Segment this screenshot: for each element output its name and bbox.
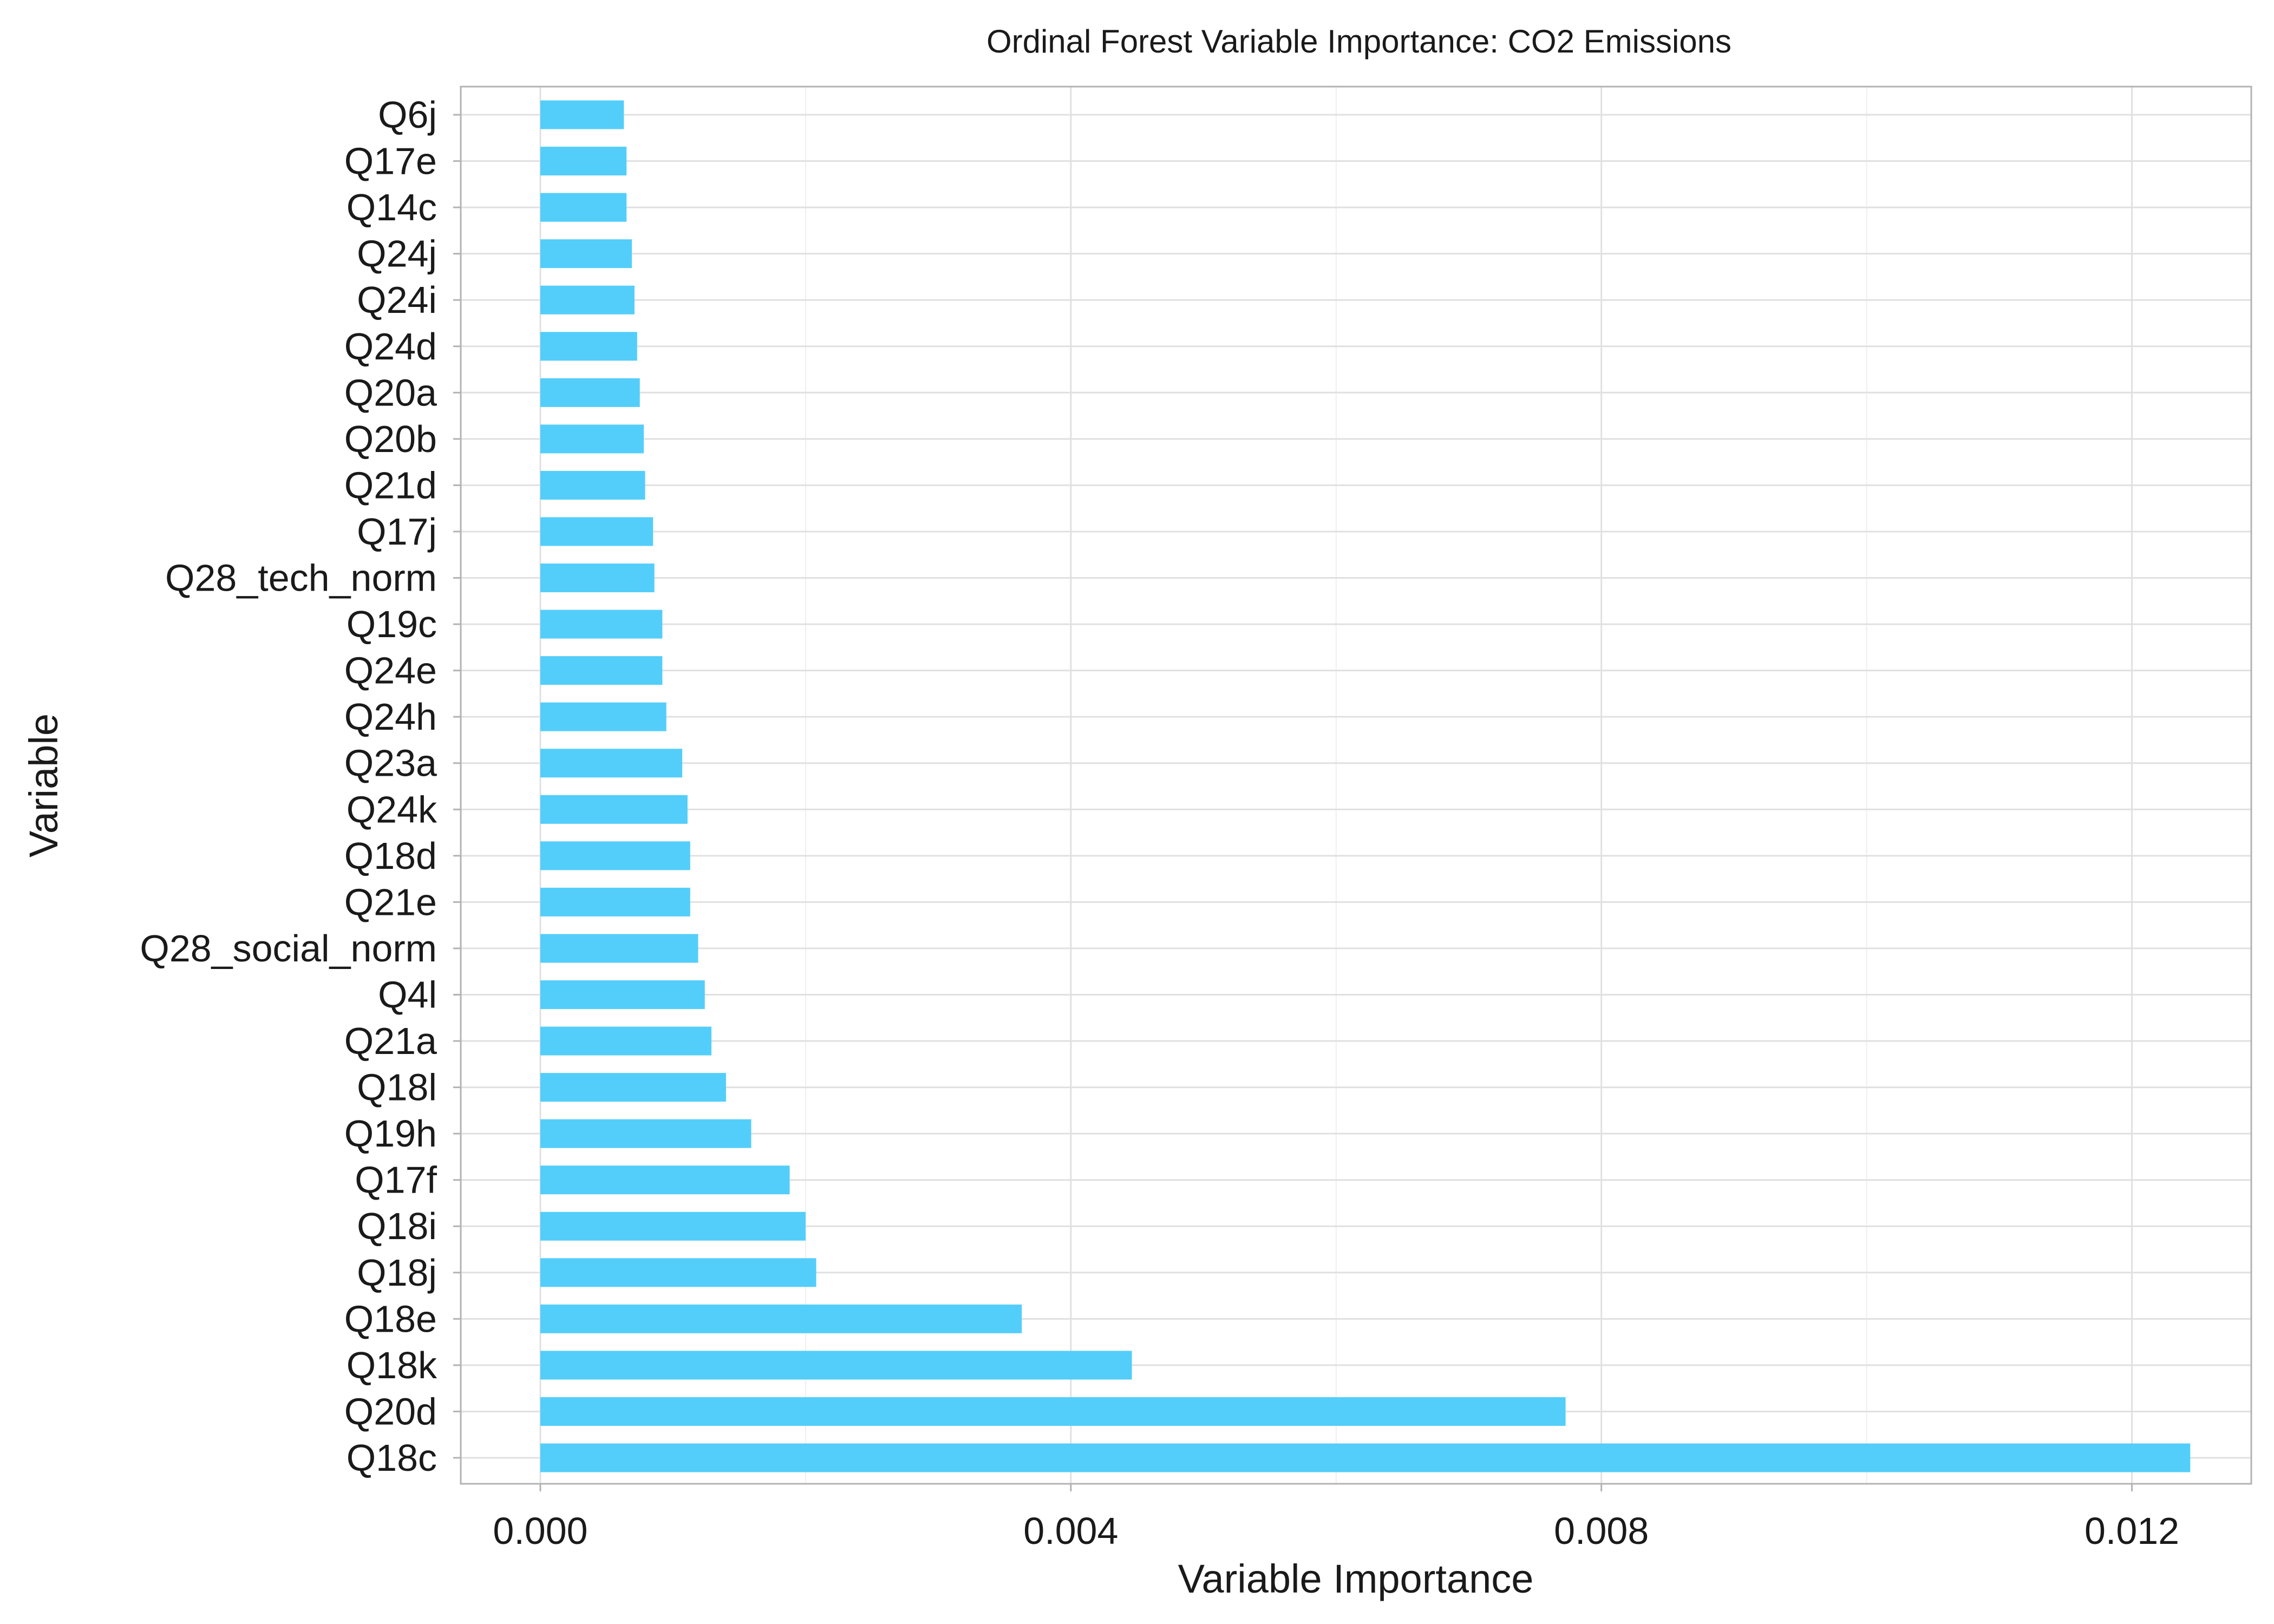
y-tick-label: Q18c — [347, 1437, 437, 1479]
y-tick-label: Q20b — [344, 418, 437, 460]
y-tick-label: Q20d — [344, 1390, 437, 1432]
y-tick-label: Q18j — [357, 1252, 437, 1294]
bars — [540, 100, 2191, 1472]
y-tick-label: Q17f — [355, 1159, 437, 1201]
y-tick-label: Q18e — [344, 1298, 437, 1340]
y-tick-label: Q24j — [357, 233, 437, 275]
y-tick-label: Q18d — [344, 835, 437, 877]
bar-q14c — [540, 193, 627, 222]
y-tick-label: Q18l — [357, 1066, 437, 1109]
y-tick-label: Q21d — [344, 464, 437, 506]
y-tick-label: Q19c — [347, 603, 437, 645]
bar-q21e — [540, 887, 690, 916]
bar-q18l — [540, 1073, 726, 1102]
bar-q19h — [540, 1119, 752, 1148]
chart-title: Ordinal Forest Variable Importance: CO2 … — [986, 23, 1731, 60]
bar-q19c — [540, 610, 663, 639]
x-axis-title: Variable Importance — [1178, 1556, 1534, 1601]
x-tick-label: 0.012 — [2084, 1510, 2179, 1552]
y-tick-label: Q17j — [357, 510, 437, 553]
y-tick-label: Q21a — [344, 1020, 437, 1062]
bar-q24h — [540, 702, 666, 731]
x-tick-label: 0.008 — [1554, 1510, 1649, 1552]
bar-q24e — [540, 656, 663, 685]
y-tick-label: Q28_social_norm — [140, 927, 437, 970]
bar-q23a — [540, 749, 683, 778]
y-tick-labels: Q6jQ17eQ14cQ24jQ24iQ24dQ20aQ20bQ21dQ17jQ… — [140, 94, 461, 1479]
y-tick-label: Q4l — [378, 973, 437, 1016]
bar-q20d — [540, 1397, 1566, 1426]
bar-q4l — [540, 980, 705, 1010]
x-tick-labels: 0.000 0.004 0.008 0.012 — [493, 1484, 2179, 1552]
bar-q24k — [540, 795, 688, 824]
bar-q24j — [540, 239, 632, 269]
bar-q17e — [540, 147, 627, 176]
bar-q24d — [540, 332, 637, 361]
bar-q18c — [540, 1443, 2191, 1472]
y-tick-label: Q24k — [347, 788, 437, 830]
y-tick-label: Q24d — [344, 325, 437, 368]
y-tick-label: Q20a — [344, 371, 437, 414]
y-tick-label: Q24h — [344, 696, 437, 738]
y-tick-label: Q17e — [344, 140, 437, 182]
x-tick-label: 0.000 — [493, 1510, 587, 1552]
grid-lines — [461, 87, 2251, 1484]
plot-border — [460, 86, 2252, 1485]
bar-q6j — [540, 100, 624, 129]
bar-q18e — [540, 1304, 1022, 1333]
y-tick-label: Q23a — [344, 742, 437, 784]
y-axis-title: Variable — [21, 713, 66, 857]
bar-q18j — [540, 1258, 816, 1287]
bar-q21a — [540, 1026, 711, 1056]
y-tick-label: Q21e — [344, 881, 437, 923]
y-tick-label: Q14c — [347, 186, 437, 228]
bar-q18d — [540, 841, 690, 870]
bar-q17f — [540, 1165, 790, 1195]
bar-q17j — [540, 517, 654, 546]
bar-q28-social-norm — [540, 934, 698, 963]
bar-q21d — [540, 470, 645, 500]
bar-q28-tech-norm — [540, 563, 655, 593]
bar-q24i — [540, 285, 635, 315]
x-tick-label: 0.004 — [1023, 1510, 1118, 1552]
y-tick-label: Q24e — [344, 650, 437, 692]
y-tick-label: Q19h — [344, 1112, 437, 1155]
y-tick-label: Q18i — [357, 1205, 437, 1247]
y-tick-label: Q24i — [357, 279, 437, 321]
bar-q20b — [540, 424, 644, 454]
bar-q20a — [540, 378, 640, 407]
y-tick-label: Q28_tech_norm — [165, 557, 437, 599]
y-tick-label: Q6j — [378, 94, 437, 136]
bar-q18k — [540, 1351, 1132, 1380]
bar-q18i — [540, 1212, 806, 1241]
y-tick-label: Q18k — [347, 1344, 437, 1386]
